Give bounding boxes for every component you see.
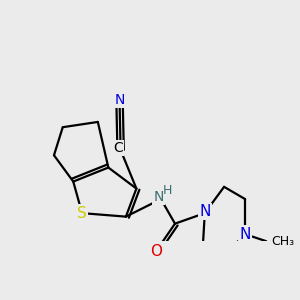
Text: H: H <box>163 184 172 197</box>
Text: N: N <box>154 190 164 204</box>
Text: N: N <box>199 204 211 219</box>
Text: S: S <box>77 206 87 220</box>
Text: O: O <box>150 244 162 259</box>
Text: C: C <box>113 141 123 155</box>
Text: CH₃: CH₃ <box>272 235 295 248</box>
Text: N: N <box>114 93 125 107</box>
Text: N: N <box>239 227 251 242</box>
